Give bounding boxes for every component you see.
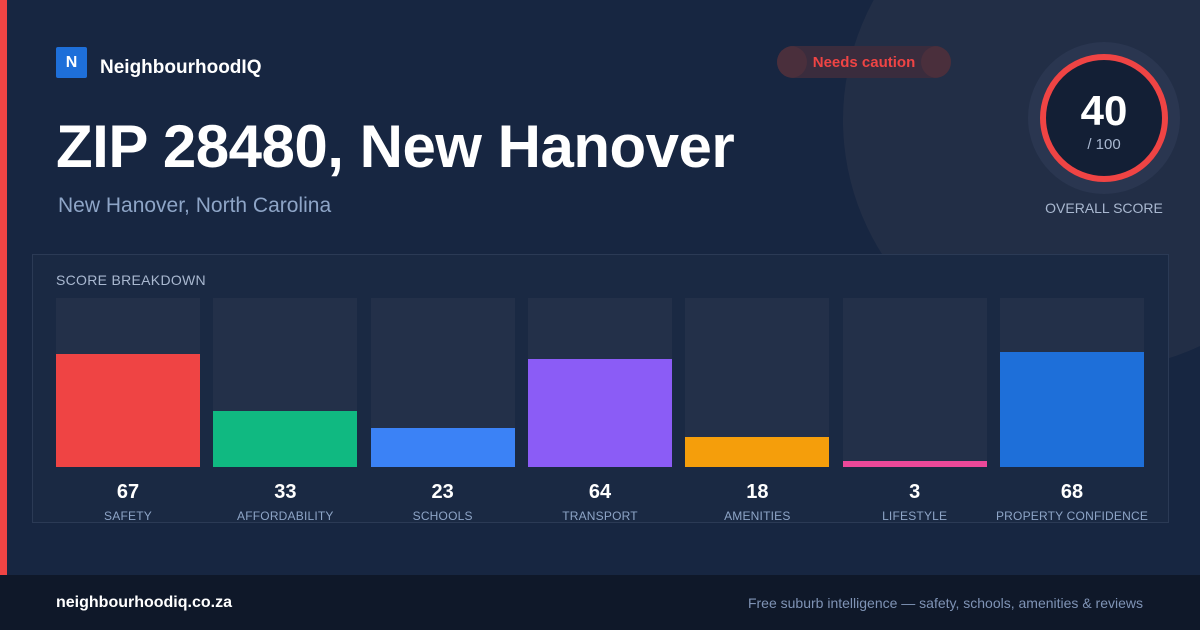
- score-bar-fill: [370, 428, 515, 467]
- score-bar-fill: [685, 437, 830, 467]
- score-bar-fill: [528, 359, 672, 467]
- score-bar-track: [842, 298, 987, 467]
- share-card: N NeighbourhoodIQ Needs caution ZIP 2848…: [0, 0, 1200, 575]
- score-bar-fill: [842, 461, 987, 467]
- score-bar-track: [685, 298, 830, 467]
- overall-score-value: 40: [1080, 87, 1128, 134]
- score-bar-amenities: 18 AMENITIES: [685, 298, 830, 523]
- score-bar-label: AMENITIES: [724, 509, 791, 523]
- brand[interactable]: N NeighbourhoodIQ: [56, 46, 261, 79]
- score-bar-value: 18: [746, 481, 769, 503]
- score-bar-track: [370, 298, 515, 467]
- score-bar-value: 23: [431, 481, 454, 503]
- score-bar-value: 68: [1060, 481, 1084, 503]
- brand-logo-icon: N: [56, 47, 87, 78]
- score-breakdown-bars: 67 SAFETY 33 AFFORDABILITY 23 SCHOOLS 64 TRANSP…: [56, 298, 1148, 523]
- score-bar-fill: [1000, 352, 1144, 467]
- score-bar-safety: 67 SAFETY: [56, 298, 200, 523]
- score-bar-lifestyle: 3 LIFESTYLE: [842, 298, 987, 523]
- overall-score-label: OVERALL SCORE: [1045, 200, 1163, 216]
- score-bar-label: SAFETY: [104, 509, 152, 523]
- score-bar-track: [528, 298, 672, 467]
- footer-tagline: Free suburb intelligence — safety, schoo…: [747, 595, 1143, 611]
- score-bar-track: [56, 298, 200, 467]
- score-bar-value: 33: [274, 481, 297, 503]
- footer: neighbourhoodiq.co.za Free suburb intell…: [0, 575, 1200, 630]
- accent-bar: [0, 0, 7, 575]
- score-breakdown-title: SCORE BREAKDOWN: [56, 272, 206, 288]
- score-bar-schools: 23 SCHOOLS: [370, 298, 515, 523]
- score-bar-label: TRANSPORT: [562, 509, 638, 523]
- score-bar-label: PROPERTY CONFIDENCE: [995, 509, 1149, 523]
- score-bar-track: [1000, 298, 1144, 467]
- page-subtitle: New Hanover, North Carolina: [58, 194, 332, 217]
- score-bar-affordability: 33 AFFORDABILITY: [213, 298, 358, 523]
- overall-score-dial: 40 / 100: [1040, 54, 1168, 182]
- score-bar-property-confidence: 68 PROPERTY CONFIDENCE: [996, 298, 1148, 523]
- score-bar-value: 64: [588, 481, 612, 503]
- score-bar-track: [213, 298, 358, 467]
- score-bar-transport: 64 TRANSPORT: [528, 298, 672, 523]
- score-bar-fill: [56, 354, 200, 467]
- score-breakdown-panel: SCORE BREAKDOWN 67 SAFETY 33 AFFORDABILITY 2…: [32, 254, 1169, 523]
- overall-score-ring: 40 / 100: [1028, 42, 1180, 194]
- score-bar-fill: [213, 411, 358, 467]
- score-bar-label: AFFORDABILITY: [237, 509, 334, 523]
- score-bar-value: 67: [116, 481, 140, 503]
- score-bar-label: SCHOOLS: [412, 509, 473, 523]
- page-title: ZIP 28480, New Hanover: [56, 113, 735, 180]
- status-badge-label: Needs caution: [812, 53, 916, 71]
- score-bar-value: 3: [909, 481, 921, 503]
- footer-url[interactable]: neighbourhoodiq.co.za: [56, 594, 232, 611]
- brand-name: NeighbourhoodIQ: [100, 57, 262, 78]
- status-badge: Needs caution: [777, 46, 951, 78]
- overall-score-max: / 100: [1087, 136, 1121, 153]
- score-bar-label: LIFESTYLE: [882, 509, 948, 523]
